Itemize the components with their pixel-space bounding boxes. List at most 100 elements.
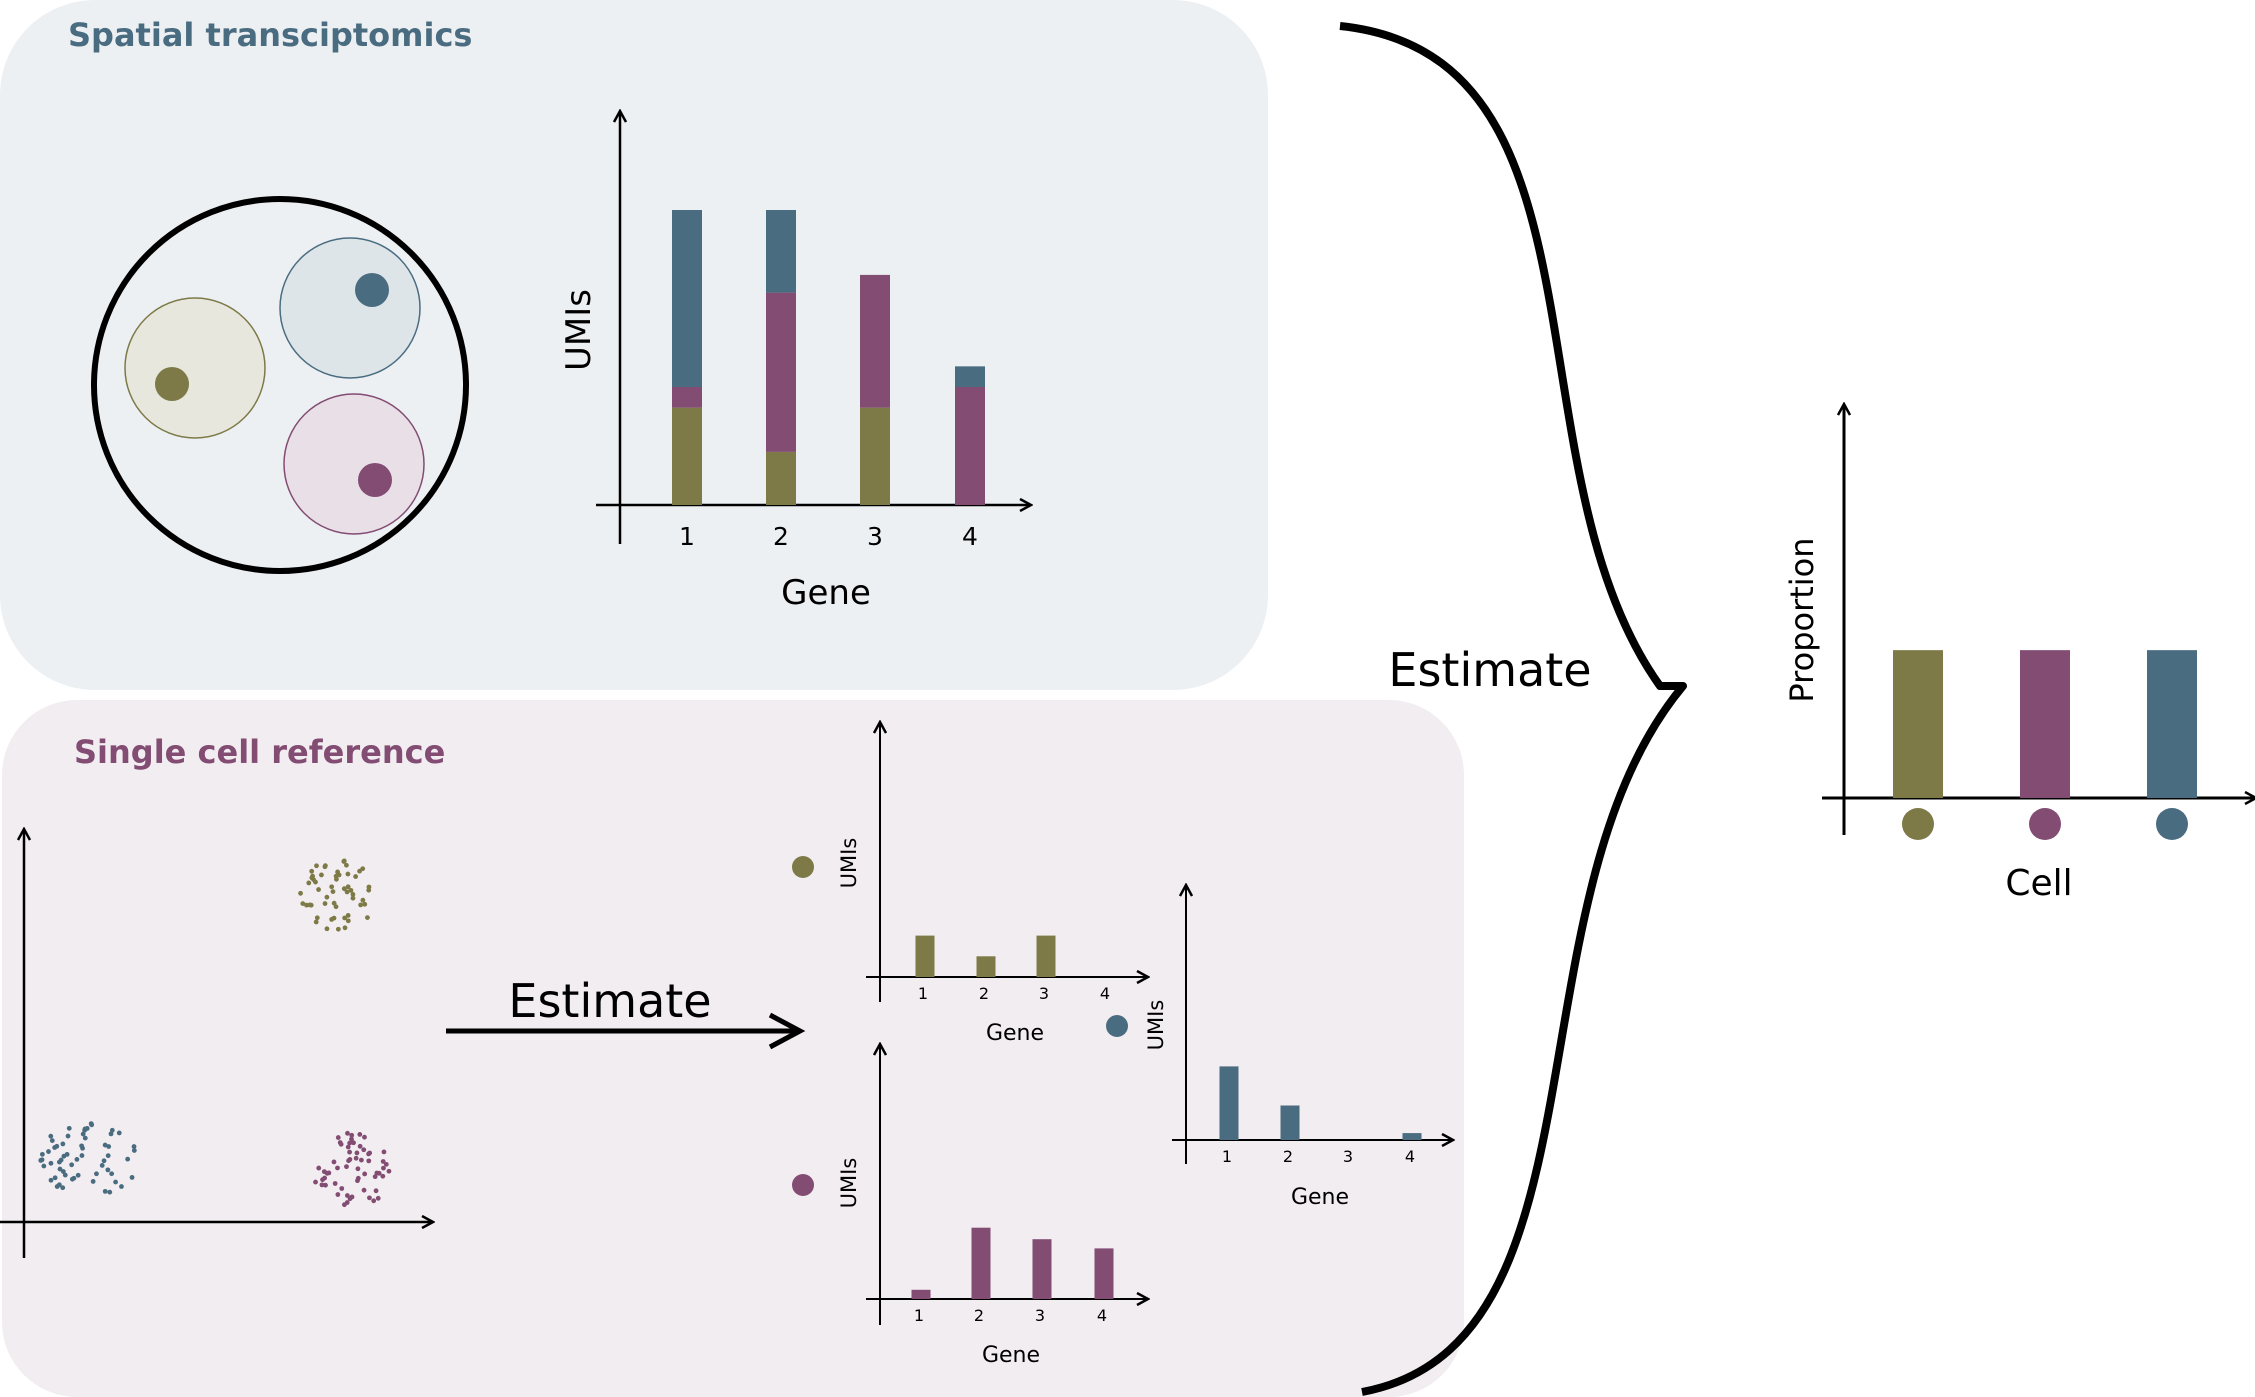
ref-plum-marker [792,1174,814,1196]
cluster-point [66,1125,72,1131]
cluster-point [129,1175,135,1180]
cluster-point [362,1134,367,1140]
cluster-point [79,1143,84,1149]
cluster-point [102,1142,108,1148]
cluster-point [99,1163,105,1168]
tick-label: 2 [979,984,989,1003]
spot-cell-plum [283,393,425,535]
cluster-point [373,1188,379,1194]
cluster-point [366,887,372,893]
cluster-point [383,1161,389,1167]
cell-body-plum [283,393,425,535]
cluster-point [349,1136,354,1142]
bar [672,407,702,505]
cluster-point [345,913,351,918]
cluster-point [102,1188,108,1194]
cluster-point [94,1171,99,1177]
cluster-point [131,1148,137,1153]
bar [2020,650,2070,798]
cluster-point [316,887,321,892]
cluster-point [49,1138,55,1144]
bar [971,1227,991,1299]
cluster-olive [298,858,372,932]
cluster-point [338,1141,344,1147]
cluster-plum [313,1130,392,1208]
reference-estimate-arrow: Estimate [446,974,806,1050]
cluster-point [345,1130,350,1136]
tick-label: 2 [773,522,789,551]
y-axis-label: UMIs [837,838,861,889]
cluster-point [316,1165,322,1171]
x-axis-label: Gene [781,573,871,613]
cell-type-slate-marker [2156,808,2188,840]
bar [766,210,796,293]
ref-slate-chart: 1 2 3 4 Gene UMIs [1144,886,1452,1210]
cluster-point [322,901,328,906]
cluster-point [365,915,370,921]
cluster-point [60,1169,66,1174]
tick-label: 2 [1283,1147,1293,1166]
spot [91,196,469,574]
cluster-point [65,1133,71,1139]
cluster-point [339,1186,345,1191]
bar [976,956,996,977]
cluster-point [74,1157,80,1162]
cluster-point [79,1153,85,1158]
cluster-point [105,1167,111,1173]
ref-plum-chart: 1 2 3 4 Gene UMIs [837,1045,1147,1368]
proportion-chart: Cell Proportion [1783,405,2255,904]
bar [1219,1066,1239,1140]
cluster-point [347,1140,353,1146]
cluster-point [357,1132,363,1137]
spot-cell-slate [279,237,421,379]
bar [911,1289,931,1299]
cluster-point [319,1182,325,1188]
cluster-point [367,1195,372,1201]
cluster-point [358,902,364,908]
cluster-point [350,892,356,897]
cluster-point [351,1140,356,1146]
cluster-point [119,1184,124,1189]
cluster-point [331,1159,337,1165]
cluster-point [345,1144,351,1150]
cluster-point [366,1158,372,1164]
cluster-point [313,919,319,925]
cluster-point [56,1159,62,1165]
cluster-point [361,1147,367,1153]
cluster-point [367,1150,373,1156]
bar [955,387,985,505]
cell-nucleus-plum [358,463,392,497]
cluster-point [341,858,347,864]
cluster-point [82,1127,88,1133]
cluster-point [52,1175,58,1181]
cluster-point [71,1175,77,1181]
x-axis-label: Gene [1291,1185,1349,1210]
cluster-point [39,1157,45,1163]
tick-label: 4 [1097,1306,1107,1325]
cluster-point [54,1184,60,1189]
cluster-point [345,918,351,924]
cluster-point [109,1171,115,1177]
spot-boundary [91,196,469,574]
cluster-point [381,1165,386,1171]
cluster-point [306,880,312,886]
cluster-point [361,1187,367,1193]
cluster-point [313,1179,318,1185]
bar [672,387,702,408]
cluster-point [88,1121,94,1127]
cluster-point [107,1189,113,1195]
tick-label: 1 [679,522,695,551]
brace-path [1339,22,1687,1396]
cluster-point [344,1200,350,1205]
cluster-point [304,902,309,908]
ref-slate-marker [1106,1015,1128,1037]
cluster-point [353,1155,359,1161]
cluster-point [344,1193,350,1198]
cluster-point [314,915,320,921]
tick-label: 3 [867,522,883,551]
cluster-point [360,897,366,903]
cluster-point [344,862,349,868]
y-axis-label: Proportion [1783,537,1821,702]
cluster-point [381,1149,387,1155]
cluster-point [332,1181,338,1186]
